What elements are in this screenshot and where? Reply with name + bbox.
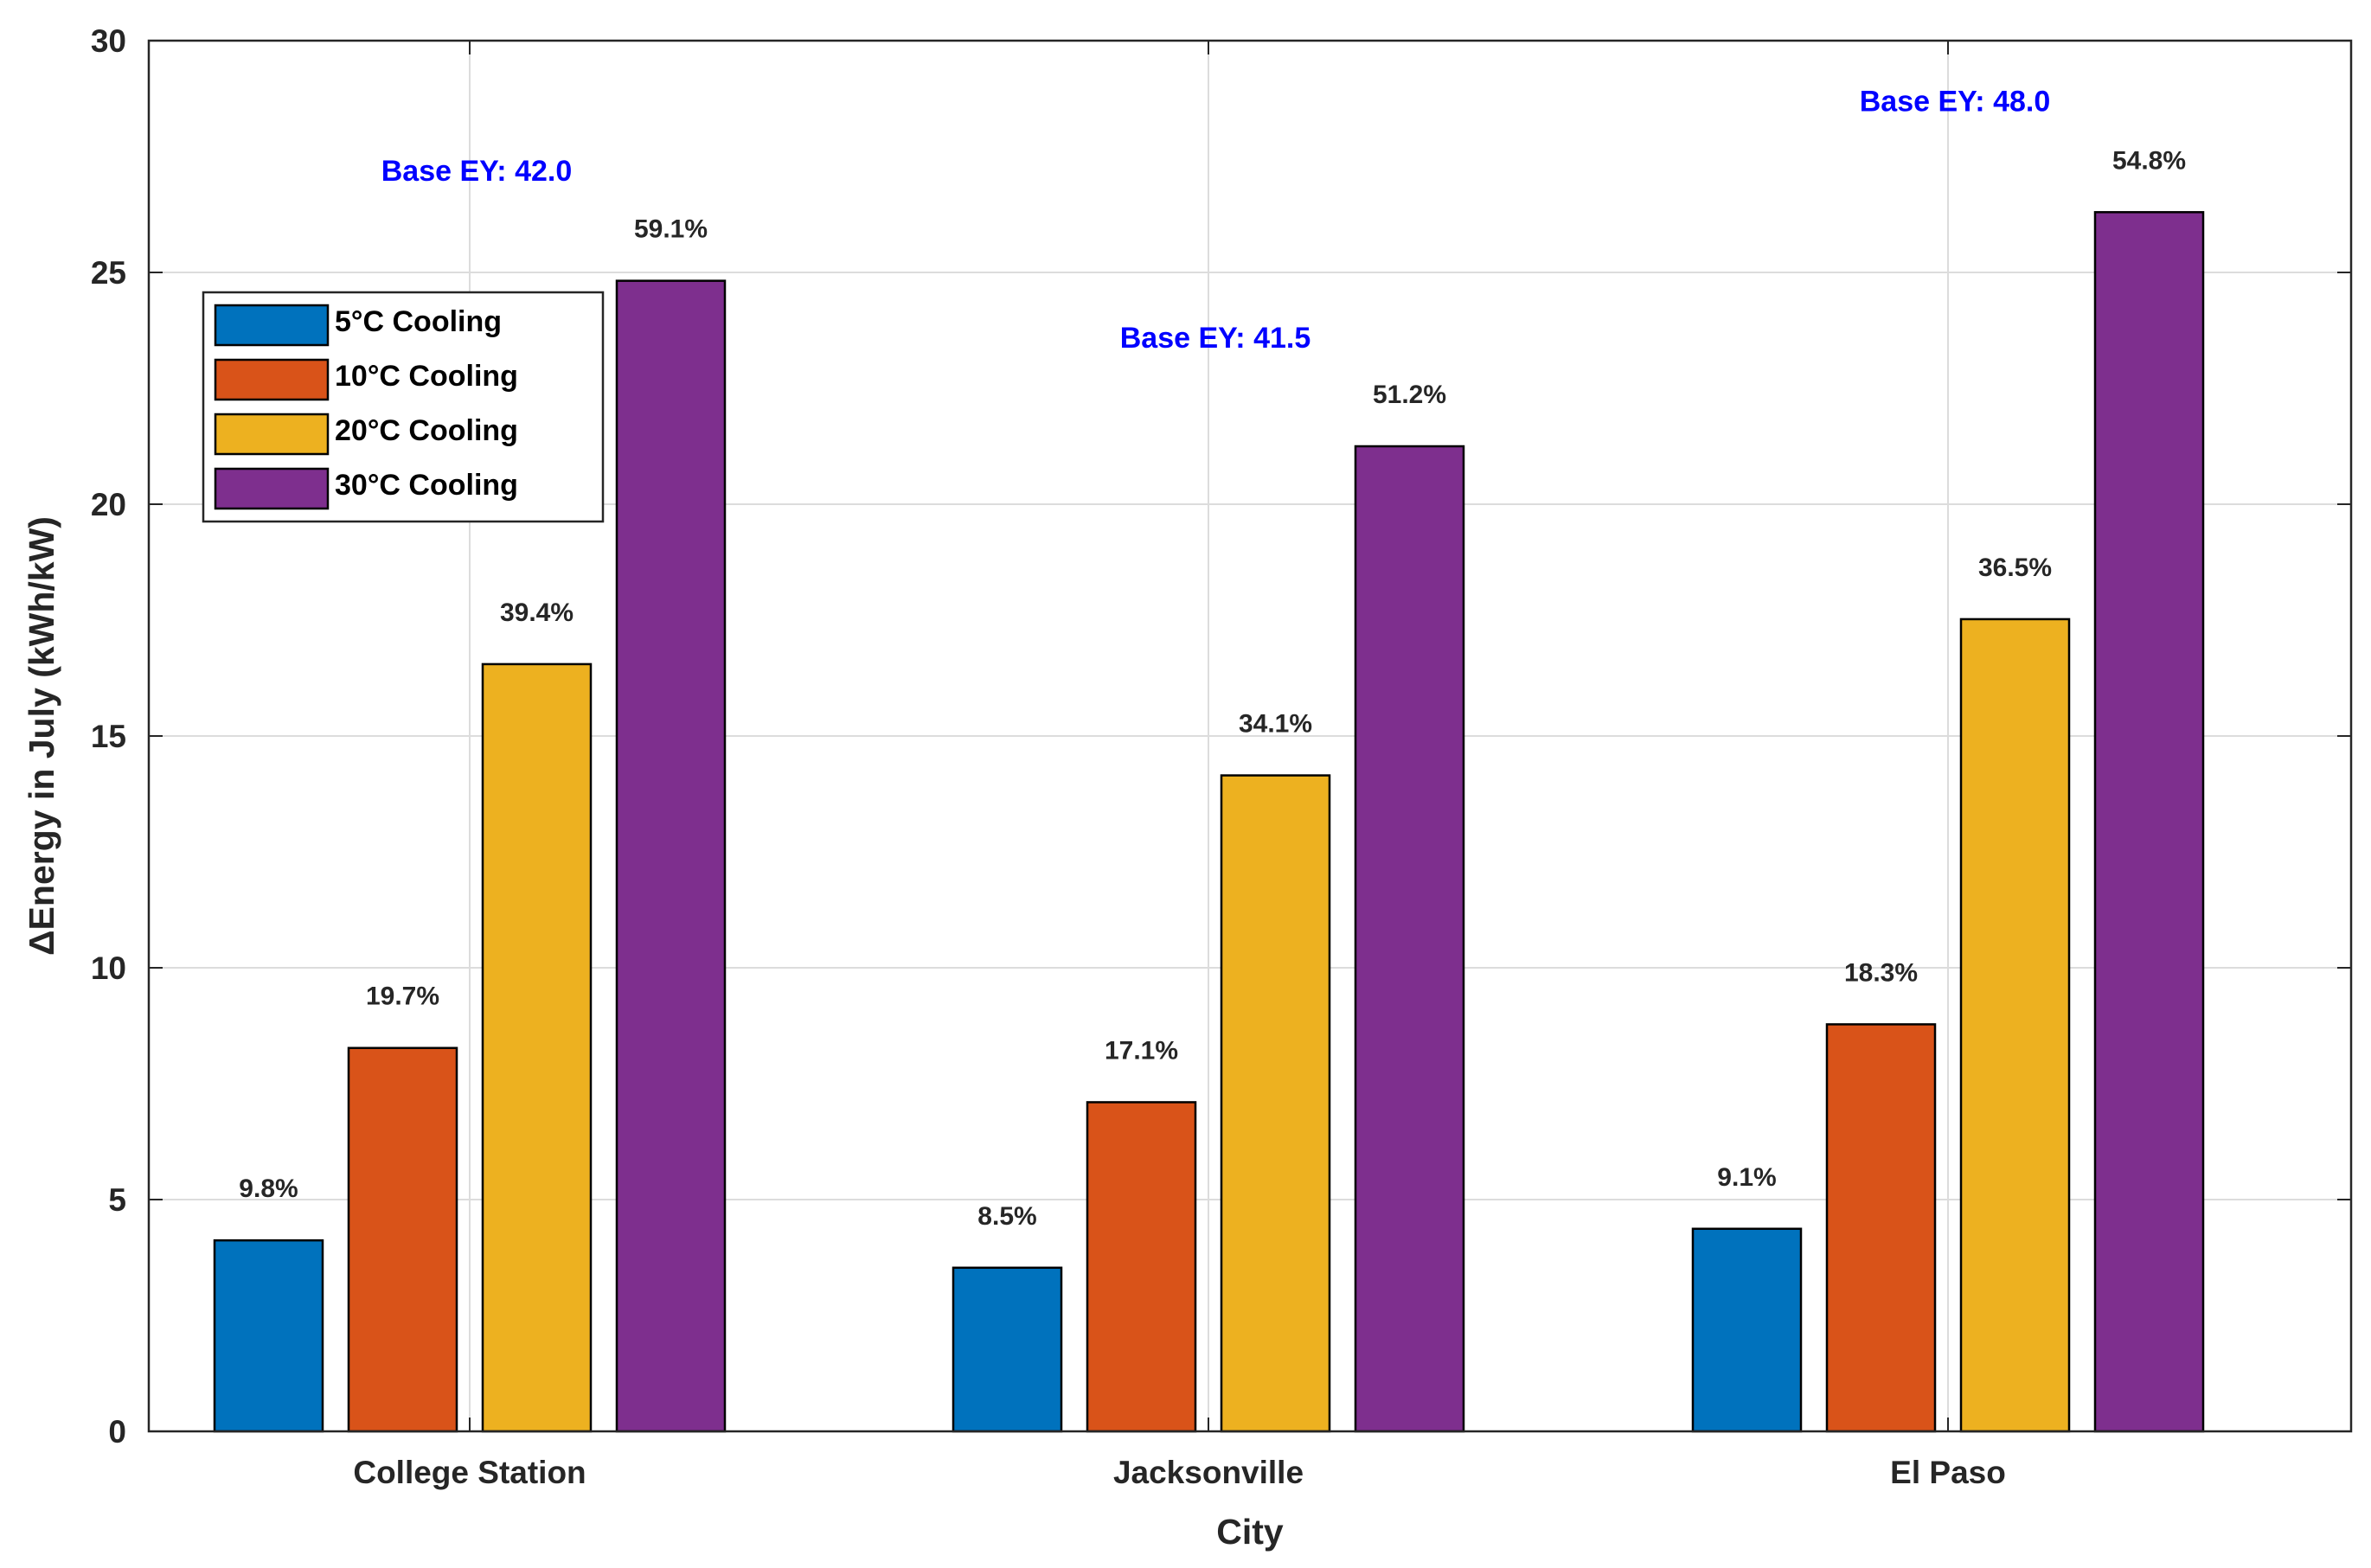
bar: [347, 1046, 458, 1433]
legend-entry-label[interactable]: 10°C Cooling: [335, 360, 518, 393]
legend-entry-label[interactable]: 30°C Cooling: [335, 469, 518, 502]
bar-value-label: 51.2%: [1373, 381, 1446, 409]
y-tick-label: 30: [91, 23, 126, 59]
bar-value-label: 39.4%: [500, 598, 574, 627]
y-tick-label: 5: [108, 1182, 126, 1218]
y-tick-label: 10: [91, 950, 126, 986]
bar: [952, 1266, 1063, 1433]
bar-value-label: 36.5%: [1978, 554, 2052, 582]
x-tick-label: El Paso: [1890, 1455, 2006, 1490]
bar-value-label: 9.8%: [239, 1174, 298, 1203]
bar: [213, 1238, 324, 1433]
bar: [1086, 1101, 1197, 1433]
y-tick-label: 15: [91, 719, 126, 754]
legend[interactable]: 5°C Cooling 10°C Cooling 20°C Cooling 30°C …: [202, 291, 605, 523]
legend-swatch[interactable]: [214, 413, 330, 456]
bar-value-label: 17.1%: [1105, 1036, 1178, 1065]
bar: [1691, 1227, 1803, 1433]
bar-value-label: 54.8%: [2112, 146, 2186, 175]
bar-value-label: 34.1%: [1239, 710, 1312, 739]
y-tick-label: 20: [91, 487, 126, 522]
bar: [1354, 445, 1465, 1433]
legend-swatch[interactable]: [214, 358, 330, 401]
legend-swatch[interactable]: [214, 467, 330, 510]
bars: [213, 211, 2205, 1433]
legend-entry-label[interactable]: 20°C Cooling: [335, 414, 518, 447]
bar-value-label: 18.3%: [1844, 958, 1918, 987]
base-ey-annotation: Base EY: 48.0: [1860, 86, 2051, 118]
y-tick-label: 0: [108, 1414, 126, 1450]
x-tick-label: College Station: [353, 1455, 586, 1490]
bar: [1220, 774, 1331, 1433]
data-labels: 9.8% 19.7% 39.4% 59.1% 8.5% 17.1% 34.1% 51.2% 9.…: [239, 86, 2186, 1231]
bar-value-label: 19.7%: [366, 982, 439, 1011]
bar-value-label: 8.5%: [977, 1202, 1036, 1231]
bar-value-label: 9.1%: [1717, 1163, 1776, 1192]
x-axis-title: City: [1216, 1512, 1284, 1552]
bar: [1825, 1023, 1937, 1433]
base-ey-annotation: Base EY: 42.0: [381, 155, 573, 188]
bar: [481, 662, 593, 1433]
base-ey-annotation: Base EY: 41.5: [1120, 322, 1311, 355]
legend-entry-label[interactable]: 5°C Cooling: [335, 305, 502, 338]
axes: 0 5 10 15 20 25 30 College Station Jacksonville E…: [91, 23, 2353, 1490]
plot-frame: [147, 39, 2353, 1433]
bar: [1959, 618, 2071, 1433]
bar: [615, 279, 727, 1433]
y-tick-label: 25: [91, 255, 126, 291]
bar: [2093, 211, 2205, 1433]
x-tick-label: Jacksonville: [1113, 1455, 1304, 1490]
y-axis-title: ΔEnergy in July (kWh/kW): [22, 516, 61, 956]
bar-value-label: 59.1%: [634, 215, 708, 244]
legend-swatch[interactable]: [214, 304, 330, 347]
